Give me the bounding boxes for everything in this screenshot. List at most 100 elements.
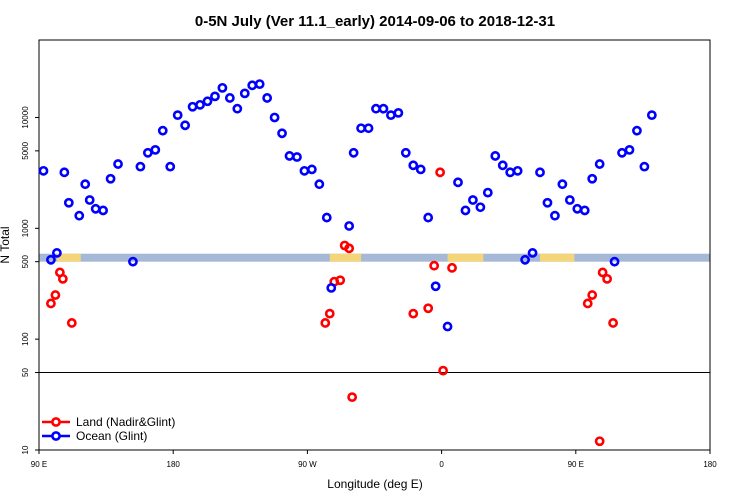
data-point xyxy=(142,147,153,158)
data-point xyxy=(356,123,366,134)
data-point xyxy=(321,212,332,223)
legend-marker xyxy=(51,417,61,427)
data-point xyxy=(438,365,448,376)
data-point xyxy=(50,290,61,300)
data-point xyxy=(617,147,627,158)
plot-area: 90 E 180 90 W 0 90 E 180 10 50 100 500 1000 5000 100… xyxy=(21,39,717,469)
data-point xyxy=(254,79,265,90)
data-point xyxy=(602,273,613,284)
legend-marker xyxy=(51,431,61,441)
data-point xyxy=(497,160,508,171)
data-point xyxy=(415,164,426,175)
data-point xyxy=(371,103,381,114)
x-tick-label: 90 E xyxy=(31,460,47,469)
series-land xyxy=(46,167,618,447)
data-point xyxy=(292,152,302,162)
data-point xyxy=(363,123,374,134)
y-tick-label: 10000 xyxy=(21,106,30,129)
data-point xyxy=(74,210,85,221)
data-point xyxy=(150,144,161,155)
x-tick-label: 0 xyxy=(439,460,444,469)
data-point xyxy=(80,179,91,190)
data-point xyxy=(344,221,355,231)
legend-label: Land (Nadir&Glint) xyxy=(76,415,175,429)
data-point xyxy=(608,318,618,328)
coverage-band xyxy=(39,253,710,262)
data-point xyxy=(172,110,183,121)
series-ocean xyxy=(38,79,657,332)
data-point xyxy=(442,321,453,332)
data-point xyxy=(624,144,635,155)
data-point xyxy=(408,160,419,171)
data-point xyxy=(187,101,198,112)
data-point xyxy=(98,205,109,216)
data-point xyxy=(324,308,335,319)
data-point xyxy=(557,179,568,190)
y-tick-label: 10 xyxy=(21,445,30,454)
plot-frame xyxy=(38,39,711,451)
data-point xyxy=(84,195,95,205)
data-point xyxy=(299,165,310,176)
data-point xyxy=(490,151,501,161)
band-highlight xyxy=(540,253,575,262)
data-point xyxy=(335,275,346,286)
data-point xyxy=(202,96,213,107)
data-point xyxy=(505,167,516,178)
data-point xyxy=(512,165,523,176)
y-tick-label: 500 xyxy=(21,254,30,268)
data-point xyxy=(609,256,620,267)
data-point xyxy=(564,195,575,205)
data-point xyxy=(135,161,146,172)
data-point xyxy=(587,290,598,300)
data-point xyxy=(400,147,411,158)
data-point xyxy=(527,248,538,258)
data-point xyxy=(224,93,235,103)
data-point xyxy=(597,267,608,278)
data-point xyxy=(66,318,77,328)
legend: Land (Nadir&Glint)Ocean (Glint) xyxy=(42,415,175,443)
data-point xyxy=(262,93,273,103)
data-point xyxy=(326,283,337,293)
data-point xyxy=(378,103,389,114)
data-point xyxy=(646,110,657,121)
band-highlight xyxy=(447,253,484,262)
data-point xyxy=(46,298,56,309)
data-point xyxy=(344,243,355,254)
data-point xyxy=(594,436,605,447)
data-point xyxy=(393,107,404,118)
data-point xyxy=(429,260,440,271)
y-axis-label: N Total xyxy=(0,226,12,263)
data-point xyxy=(320,318,331,328)
data-point xyxy=(180,120,191,131)
x-tick-label: 180 xyxy=(703,460,717,469)
data-point xyxy=(453,177,463,188)
band-highlight xyxy=(56,253,81,262)
data-point xyxy=(217,82,228,93)
data-point xyxy=(468,195,478,205)
x-tick-label: 180 xyxy=(167,460,181,469)
data-point xyxy=(632,125,642,136)
data-point xyxy=(277,128,287,139)
data-point xyxy=(582,298,593,309)
data-point xyxy=(386,110,396,121)
data-point xyxy=(639,161,650,172)
x-axis-label: Longitude (deg E) xyxy=(327,477,422,491)
data-point xyxy=(113,159,123,169)
data-point xyxy=(63,197,74,208)
data-point xyxy=(435,167,446,178)
x-tick-label: 90 E xyxy=(568,460,584,469)
data-point xyxy=(165,161,176,172)
data-point xyxy=(269,112,280,123)
data-point xyxy=(594,159,605,169)
data-point xyxy=(423,212,434,223)
data-point xyxy=(210,91,220,102)
data-point xyxy=(195,99,205,110)
data-point xyxy=(90,203,101,214)
data-point xyxy=(306,164,317,175)
data-point xyxy=(520,254,531,265)
data-point xyxy=(232,103,243,114)
data-point xyxy=(408,308,419,319)
band-highlight xyxy=(329,253,362,262)
chart-title: 0-5N July (Ver 11.1_early) 2014-09-06 to… xyxy=(195,13,555,30)
